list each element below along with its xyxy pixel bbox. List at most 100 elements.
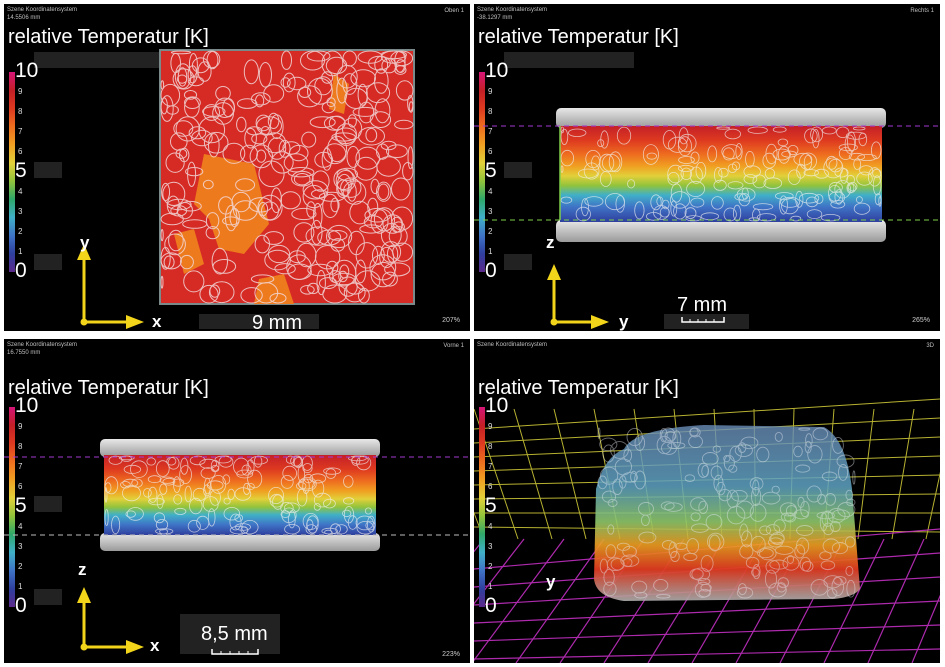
foam-cell — [686, 538, 700, 555]
foam-cell — [382, 214, 404, 234]
foam-cell — [172, 68, 195, 90]
foam-cell — [407, 146, 414, 170]
color-scale-bar — [9, 72, 15, 272]
foam-cell — [787, 169, 801, 185]
scale-label-1: 1 — [488, 582, 493, 591]
scale-label-6: 6 — [488, 482, 493, 491]
foam-cell — [244, 127, 257, 149]
foam-cell — [298, 477, 317, 492]
foam-cell — [710, 465, 723, 480]
foam-cell — [338, 276, 358, 297]
foam-cell — [367, 197, 379, 216]
axis-gizmo — [547, 264, 609, 329]
foam-cell — [293, 173, 311, 186]
foam-cell — [610, 558, 625, 571]
foam-cell — [798, 192, 820, 204]
foam-cell — [689, 427, 699, 437]
foam-cell — [661, 427, 676, 444]
scale-label-3: 3 — [488, 542, 493, 551]
foam-cell — [683, 552, 698, 562]
foam-cell — [765, 524, 781, 536]
scale-label-8: 8 — [18, 442, 23, 451]
foam-cell — [123, 464, 142, 474]
foam-cell — [806, 209, 823, 220]
foam-cell — [736, 586, 754, 599]
specimen-side-view — [474, 108, 940, 242]
foam-cell — [631, 580, 648, 594]
foam-cell — [355, 146, 381, 170]
axis-label-h: y — [619, 312, 629, 331]
foam-cell — [667, 441, 686, 450]
foam-cell — [189, 497, 203, 515]
foam-cell — [708, 534, 721, 552]
foam-cell — [307, 282, 320, 295]
foam-cell — [208, 133, 220, 158]
foam-cell — [855, 196, 863, 204]
view-name: Vorne 1 — [443, 343, 464, 349]
foam-cell — [307, 77, 333, 105]
foam-cell — [726, 505, 746, 525]
foam-cell — [161, 182, 171, 202]
view-right[interactable]: Szene Koordinatensystem -38.1297 mm Rech… — [474, 4, 940, 331]
heading: relative Temperatur [K] — [478, 377, 679, 399]
foam-cell — [156, 460, 170, 477]
foam-cell — [601, 153, 621, 172]
scale-label-3: 3 — [18, 542, 23, 551]
foam-cell — [834, 167, 849, 178]
foam-cell — [338, 270, 348, 283]
foam-cell — [816, 511, 835, 520]
view-top[interactable]: Szene Koordinatensystem 14.5506 mm Oben … — [4, 4, 470, 331]
foam-cell — [672, 430, 682, 448]
foam-cell — [342, 73, 358, 95]
foam-cell — [162, 181, 186, 206]
foam-cell — [690, 151, 700, 164]
foam-cell — [234, 523, 251, 531]
foam-cell — [661, 199, 670, 210]
foam-cell — [656, 435, 673, 455]
foam-cell — [376, 143, 390, 160]
foam-cell — [739, 523, 749, 541]
foam-cell — [638, 501, 654, 516]
grid-line — [474, 624, 940, 642]
view-3d[interactable]: Szene Koordinatensystem 3D relative Temp… — [474, 339, 940, 663]
foam-cell — [104, 487, 108, 503]
scale-label-10: 10 — [485, 59, 509, 82]
foam-cell — [166, 198, 192, 211]
foam-cell — [247, 469, 263, 489]
foam-cell — [390, 216, 403, 233]
foam-cell — [242, 482, 251, 495]
foam-cell — [248, 197, 273, 213]
foam-cell — [283, 153, 309, 173]
overlay-bar — [504, 254, 532, 270]
foam-cell — [739, 544, 754, 559]
foam-cell — [284, 502, 300, 514]
foam-cell — [752, 203, 774, 211]
specimen-3d-volume — [594, 425, 860, 601]
foam-cell — [125, 510, 136, 518]
grid-line — [925, 471, 940, 540]
foam-cell — [215, 86, 231, 101]
foam-cell — [646, 152, 658, 160]
scale-label-2: 2 — [488, 227, 493, 236]
foam-cell — [723, 454, 735, 471]
view-front[interactable]: Szene Koordinatensystem 16.7550 mm Vorne… — [4, 339, 470, 663]
foam-cell — [752, 564, 761, 580]
foam-cell — [846, 498, 856, 507]
foam-cell — [287, 76, 307, 91]
foam-cell — [309, 116, 336, 129]
foam-cell — [311, 479, 325, 498]
foam-cell — [305, 524, 318, 535]
foam-cell — [327, 135, 348, 163]
foam-cell — [170, 50, 192, 55]
view-name: Rechts 1 — [910, 8, 934, 14]
foam-cell — [689, 427, 701, 438]
foam-cell — [824, 493, 836, 506]
scale-label-10: 10 — [15, 59, 39, 82]
foam-cell — [270, 151, 294, 174]
foam-cell — [296, 488, 308, 507]
foam-cell — [335, 123, 357, 146]
foam-cell — [280, 474, 294, 489]
grid-line — [857, 408, 875, 540]
foam-cell — [794, 544, 806, 559]
foam-cell — [603, 581, 617, 597]
